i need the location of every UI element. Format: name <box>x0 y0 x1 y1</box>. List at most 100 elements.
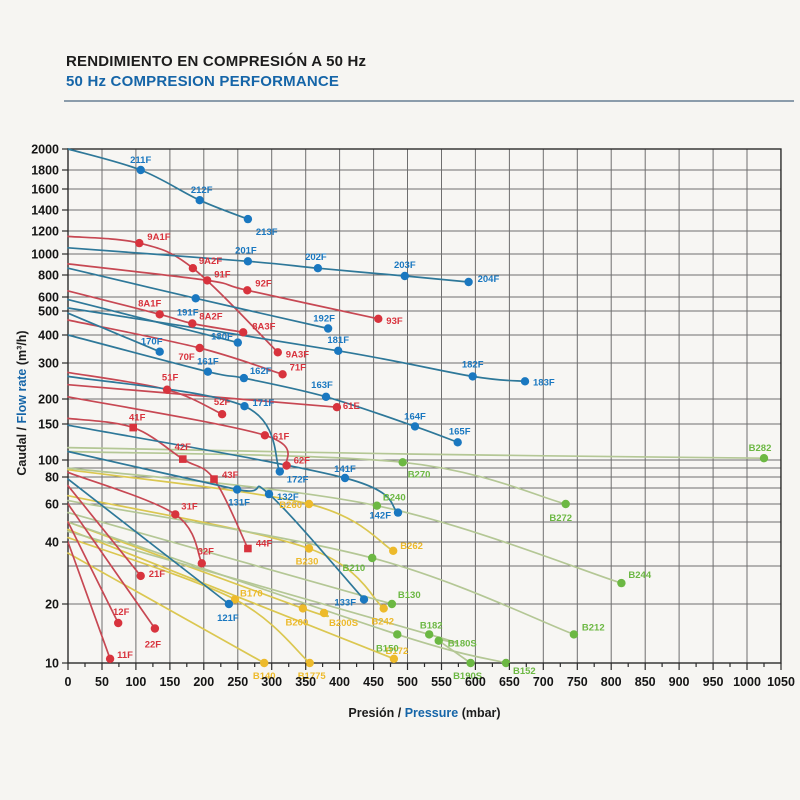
series-curves <box>67 148 765 664</box>
dot-B240 <box>372 501 382 510</box>
dot-91F <box>203 276 212 285</box>
label-172F: 172F <box>287 475 309 486</box>
dot-B272 <box>561 499 570 509</box>
label-B262: B262 <box>400 541 423 552</box>
x-tick-label: 700 <box>533 675 554 689</box>
curve-131F-132F-133F <box>67 450 365 601</box>
x-tick-label: 950 <box>703 675 724 689</box>
label-180F: 180F <box>211 332 233 343</box>
label-131F: 131F <box>228 498 250 509</box>
label-62F: 62F <box>294 456 311 467</box>
x-tick-label: 400 <box>329 675 350 689</box>
curve-B270-B272 <box>67 450 567 505</box>
y-axis-title: Caudal / Flow rate (m³/h) <box>15 303 29 503</box>
label-B200S: B200S <box>329 618 358 629</box>
label-192F: 192F <box>313 314 335 325</box>
x-tick-label: 50 <box>95 675 109 689</box>
dot-22F <box>150 624 160 633</box>
x-axis-title: Presión / Pressure (mbar) <box>68 706 781 720</box>
curve-B210-B212 <box>67 499 575 636</box>
dot-B200 <box>298 604 308 613</box>
dot-B170 <box>230 595 240 604</box>
axis-ticks: 0 50 100 150 200 250 300 350 400 450 500 550 600 650 7… <box>31 143 795 690</box>
x-tick-label: 200 <box>193 675 214 689</box>
dot-52F <box>217 410 227 419</box>
dot-B130 <box>387 599 397 609</box>
label-141F: 141F <box>334 464 356 475</box>
label-163F: 163F <box>311 380 333 391</box>
dot-B190S <box>466 658 475 668</box>
label-B130: B130 <box>398 590 421 601</box>
y-tick-label: 2000 <box>31 143 59 157</box>
x-tick-label: 850 <box>635 675 656 689</box>
curve-B282 <box>67 446 765 460</box>
x-axis-title-unit: (mbar) <box>461 706 501 720</box>
dot-162F <box>239 373 249 383</box>
x-tick-label: 0 <box>65 675 72 689</box>
dot-43F <box>210 475 218 483</box>
dot-180F <box>233 338 242 347</box>
dot-131F <box>232 485 242 494</box>
curve-12F <box>67 521 120 624</box>
dot-165F <box>453 438 462 447</box>
x-axis-title-primary: Presión / <box>348 706 402 720</box>
label-12F: 12F <box>113 607 130 618</box>
label-212F: 212F <box>191 185 213 196</box>
label-B260: B260 <box>279 500 302 511</box>
curve-B200-B200S <box>67 521 329 618</box>
dot-8A3F <box>239 328 248 337</box>
dot-8A1F <box>155 310 164 319</box>
label-92F: 92F <box>255 278 272 289</box>
dot-182F <box>468 372 477 381</box>
y-tick-label: 20 <box>45 598 59 612</box>
title-spanish: RENDIMIENTO EN COMPRESIÓN A 50 Hz <box>66 53 367 70</box>
dot-164F <box>410 422 420 431</box>
curve-9A1F-9A2F-9A3F <box>67 235 279 354</box>
y-axis-title-accent: Flow rate <box>15 368 29 424</box>
dot-161F <box>203 367 213 376</box>
dot-8A2F <box>188 319 197 328</box>
y-tick-label: 200 <box>38 393 59 407</box>
x-tick-label: 650 <box>499 675 520 689</box>
label-B210: B210 <box>342 563 365 574</box>
label-B240: B240 <box>383 493 406 504</box>
label-B282: B282 <box>749 443 772 454</box>
label-164F: 164F <box>404 411 426 422</box>
y-tick-label: 150 <box>38 418 59 432</box>
label-171F: 171F <box>253 398 275 409</box>
dot-B200S <box>319 608 329 618</box>
y-tick-label: 1600 <box>31 183 59 197</box>
dot-92F <box>243 286 252 295</box>
label-B172: B172 <box>386 646 409 657</box>
y-tick-label: 800 <box>38 269 59 283</box>
dot-31F <box>171 510 180 519</box>
curve-91F-92F-93F <box>67 263 380 320</box>
curve-21F <box>67 484 142 577</box>
dot-B270 <box>398 458 407 467</box>
label-B190S: B190S <box>453 671 482 682</box>
label-B182: B182 <box>420 620 443 631</box>
curve-B140 <box>67 552 266 664</box>
dot-183F <box>520 377 530 386</box>
x-tick-label: 150 <box>159 675 180 689</box>
y-tick-label: 500 <box>38 305 59 319</box>
dot-142F <box>393 508 403 517</box>
label-61F: 61F <box>273 431 290 442</box>
page-title: RENDIMIENTO EN COMPRESIÓN A 50 Hz 50 Hz … <box>66 52 366 92</box>
plot-area <box>68 149 781 663</box>
label-B150: B150 <box>376 643 399 654</box>
dot-B180S <box>434 636 443 645</box>
dot-B140 <box>260 658 269 668</box>
label-162F: 162F <box>250 366 272 377</box>
dot-41F <box>129 423 137 432</box>
x-tick-label: 300 <box>261 675 282 689</box>
curve-181F-182F-183F <box>67 307 526 383</box>
label-51F: 51F <box>162 373 179 384</box>
label-70F: 70F <box>178 352 195 363</box>
y-tick-label: 60 <box>45 498 59 512</box>
label-11F: 11F <box>117 650 133 661</box>
label-133F: 133F <box>334 597 356 608</box>
dot-12F <box>114 618 123 628</box>
